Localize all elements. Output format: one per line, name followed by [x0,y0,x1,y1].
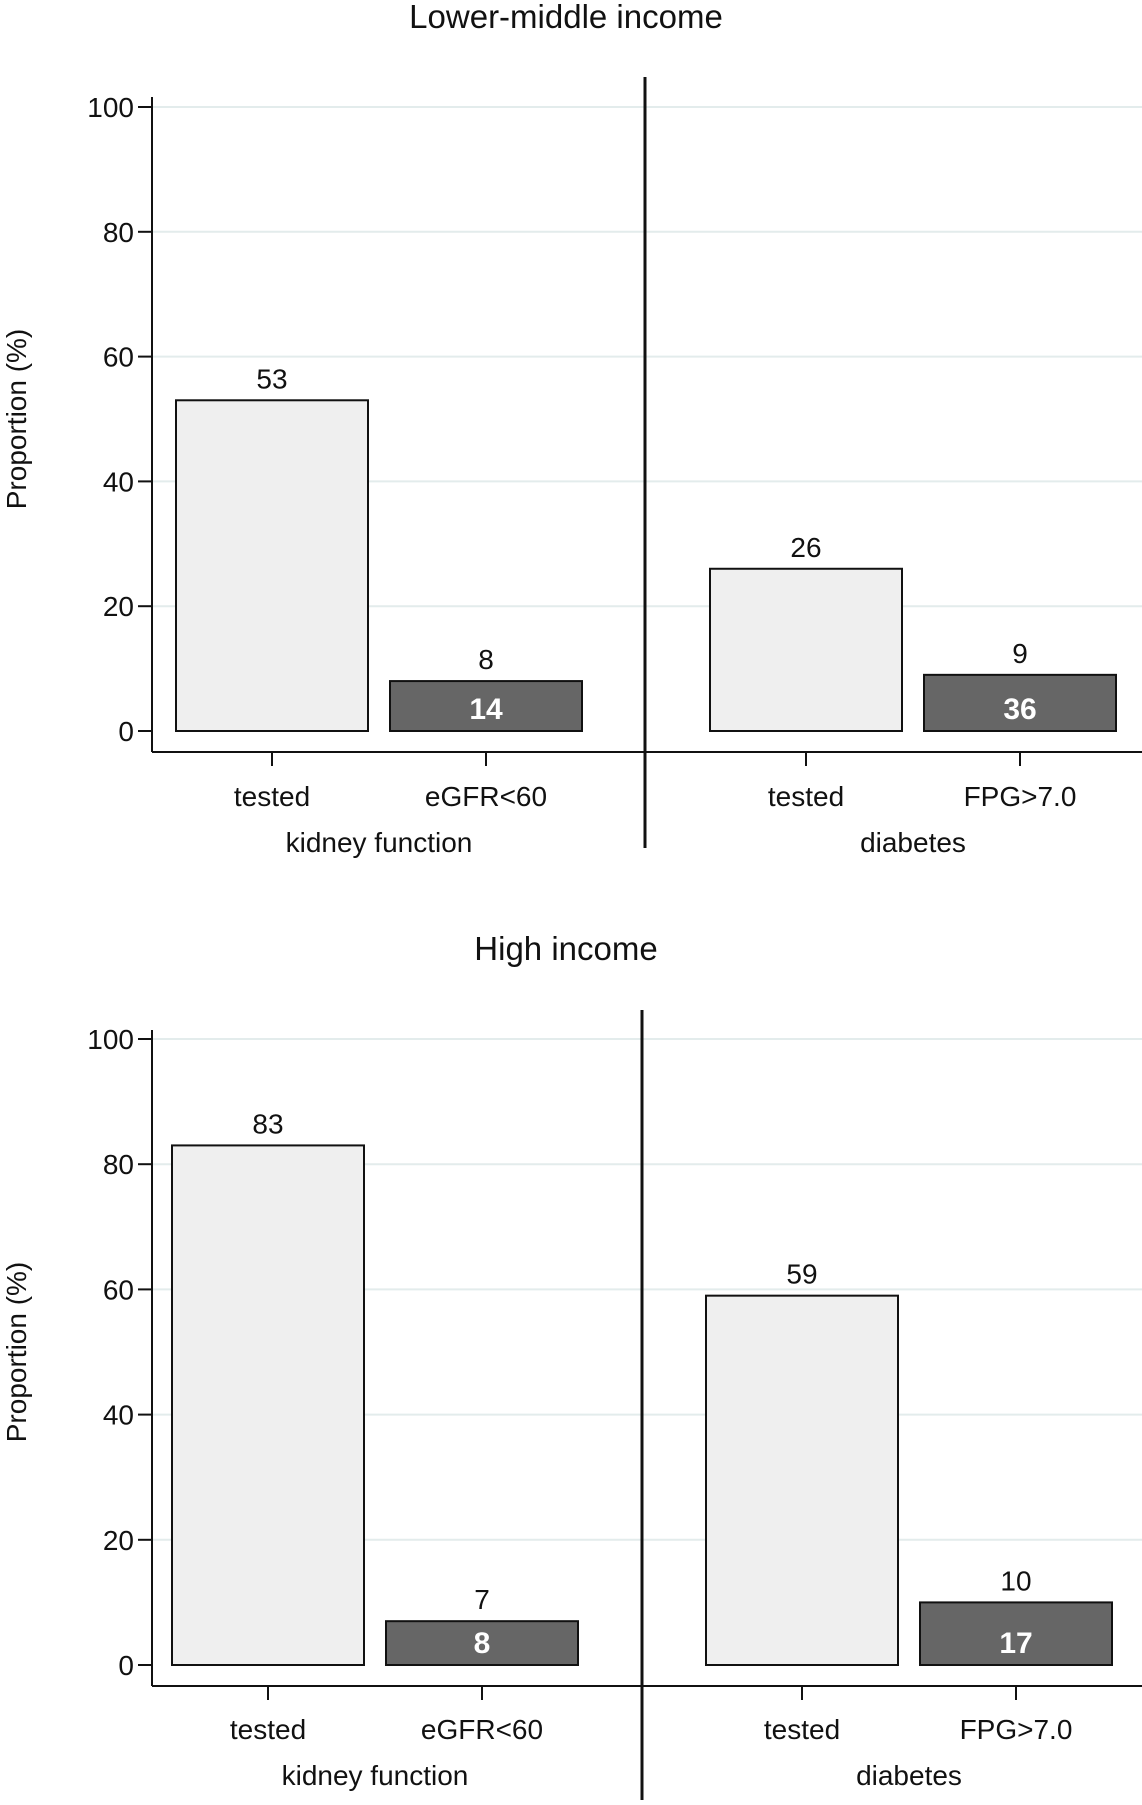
high-y-axis-label: Proportion (%) [1,1262,32,1443]
lower-middle-group-label: kidney function [286,827,473,858]
high-category-label: tested [764,1714,840,1745]
lower-middle-category-label: tested [234,781,310,812]
lower-middle-y-axis-label: Proportion (%) [1,329,32,510]
high-bar [919,1601,1113,1667]
lower-middle-y-tick-label: 40 [103,466,134,497]
high-bar-value-label: 59 [786,1259,817,1290]
high-y-tick-label: 100 [87,1024,134,1055]
lower-middle-bar [709,567,903,733]
lower-middle-y-tick-label: 60 [103,342,134,373]
lower-middle-y-tick-label: 100 [87,92,134,123]
high-bar-value-label: 7 [474,1584,490,1615]
lower-middle-category-label: eGFR<60 [425,781,547,812]
high-chart-title: High income [474,930,657,967]
lower-middle-group-label: diabetes [860,827,966,858]
lower-middle-bar-value-label: 9 [1012,638,1028,669]
lower-middle-y-tick-label: 0 [118,716,134,747]
high-bar [171,1144,365,1667]
lower-middle-bar-inner-label: 14 [469,693,503,726]
high-y-tick-label: 60 [103,1274,134,1305]
high-group-label: diabetes [856,1760,962,1791]
high-y-tick-label: 0 [118,1650,134,1681]
high-y-tick-label: 80 [103,1149,134,1180]
high-bar [385,1620,579,1667]
lower-middle-bar-value-label: 26 [790,532,821,563]
high-bar-inner-label: 8 [474,1627,491,1660]
high-bar-value-label: 83 [252,1108,283,1139]
lower-middle-bar-value-label: 8 [478,644,494,675]
high-group-label: kidney function [282,1760,469,1791]
high-y-tick-label: 20 [103,1525,134,1556]
lower-middle-category-label: FPG>7.0 [964,781,1077,812]
lower-middle-bar-value-label: 53 [256,363,287,394]
lower-middle-y-tick-label: 80 [103,217,134,248]
high-bar-inner-label: 17 [999,1627,1032,1660]
high-category-label: FPG>7.0 [960,1714,1073,1745]
lower-middle-bar [389,680,583,733]
lower-middle-category-label: tested [768,781,844,812]
high-category-label: tested [230,1714,306,1745]
lower-middle-chart-title: Lower-middle income [409,0,723,35]
lower-middle-bar [923,673,1117,733]
high-category-label: eGFR<60 [421,1714,543,1745]
high-bar-value-label: 10 [1000,1565,1031,1596]
lower-middle-bar [175,399,369,732]
lower-middle-y-tick-label: 20 [103,591,134,622]
high-y-tick-label: 40 [103,1400,134,1431]
high-bar [705,1294,899,1667]
lower-middle-bar-inner-label: 36 [1003,693,1036,726]
